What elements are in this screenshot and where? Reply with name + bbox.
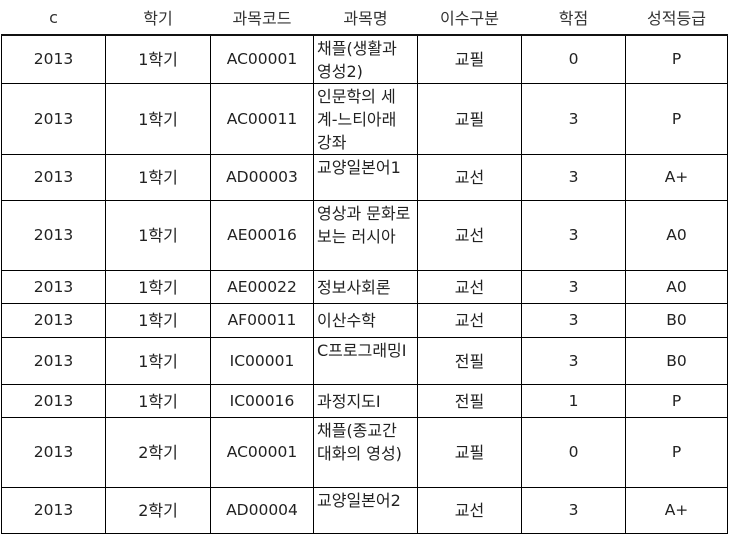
table-row[interactable]: 2013 1학기 AE00016 영상과 문화로 보는 러시아 교선 3 A0: [1, 200, 728, 271]
cell-grade: A0: [625, 270, 728, 304]
cell-category: 교필: [417, 417, 522, 488]
cell-grade: A+: [625, 154, 728, 201]
table-row[interactable]: 2013 1학기 AF00011 이산수학 교선 3 B0: [1, 303, 728, 338]
header-category[interactable]: 이수구분: [417, 0, 522, 36]
cell-grade: B0: [625, 337, 728, 385]
table-row[interactable]: 2013 1학기 AC00011 인문학의 세계-느티아래 강좌 교필 3 P: [1, 83, 728, 155]
cell-year: 2013: [1, 487, 106, 534]
cell-course-code: IC00016: [210, 384, 314, 418]
cell-category: 전필: [417, 384, 522, 418]
table-header: c 학기 과목코드 과목명 이수구분 학점 성적등급: [1, 0, 728, 36]
cell-credits: 0: [521, 417, 626, 488]
cell-credits: 3: [521, 487, 626, 534]
cell-category: 교선: [417, 487, 522, 534]
cell-category: 교선: [417, 154, 522, 201]
cell-year: 2013: [1, 337, 106, 385]
header-course-name[interactable]: 과목명: [313, 0, 418, 36]
cell-year: 2013: [1, 83, 106, 155]
cell-credits: 3: [521, 337, 626, 385]
table-body: 2013 1학기 AC00001 채플(생활과 영성2) 교필 0 P 2013…: [1, 34, 728, 534]
cell-credits: 1: [521, 384, 626, 418]
cell-course-code: AC00011: [210, 83, 314, 155]
cell-category: 교선: [417, 270, 522, 304]
cell-grade: A0: [625, 200, 728, 271]
cell-grade: P: [625, 83, 728, 155]
header-row: c 학기 과목코드 과목명 이수구분 학점 성적등급: [1, 0, 728, 36]
cell-grade: B0: [625, 303, 728, 338]
header-credits[interactable]: 학점: [521, 0, 626, 36]
cell-course-name: 정보사회론: [313, 270, 418, 304]
cell-year: 2013: [1, 417, 106, 488]
cell-course-name: 채플(종교간 대화의 영성): [313, 417, 418, 488]
cell-semester: 1학기: [105, 154, 211, 201]
cell-course-name: 교양일본어1: [313, 154, 418, 201]
header-grade[interactable]: 성적등급: [625, 0, 728, 36]
cell-grade: P: [625, 34, 728, 84]
cell-semester: 2학기: [105, 417, 211, 488]
table-row[interactable]: 2013 2학기 AD00004 교양일본어2 교선 3 A+: [1, 487, 728, 534]
table-row[interactable]: 2013 1학기 IC00016 과정지도Ⅰ 전필 1 P: [1, 384, 728, 418]
cell-semester: 1학기: [105, 83, 211, 155]
cell-year: 2013: [1, 303, 106, 338]
table-row[interactable]: 2013 1학기 AE00022 정보사회론 교선 3 A0: [1, 270, 728, 304]
cell-semester: 1학기: [105, 384, 211, 418]
cell-semester: 1학기: [105, 34, 211, 84]
cell-grade: A+: [625, 487, 728, 534]
table-row[interactable]: 2013 1학기 AC00001 채플(생활과 영성2) 교필 0 P: [1, 34, 728, 84]
cell-course-code: AC00001: [210, 34, 314, 84]
cell-credits: 3: [521, 303, 626, 338]
header-semester[interactable]: 학기: [105, 0, 211, 36]
cell-category: 교필: [417, 34, 522, 84]
cell-course-name: 교양일본어2: [313, 487, 418, 534]
cell-category: 교선: [417, 200, 522, 271]
header-course-code[interactable]: 과목코드: [210, 0, 314, 36]
cell-course-code: AC00001: [210, 417, 314, 488]
cell-semester: 2학기: [105, 487, 211, 534]
cell-credits: 3: [521, 270, 626, 304]
cell-semester: 1학기: [105, 303, 211, 338]
cell-category: 전필: [417, 337, 522, 385]
cell-year: 2013: [1, 270, 106, 304]
cell-grade: P: [625, 384, 728, 418]
table-row[interactable]: 2013 2학기 AC00001 채플(종교간 대화의 영성) 교필 0 P: [1, 417, 728, 488]
cell-category: 교필: [417, 83, 522, 155]
cell-course-code: AE00016: [210, 200, 314, 271]
cell-credits: 0: [521, 34, 626, 84]
header-year[interactable]: c: [1, 0, 106, 36]
cell-course-code: AF00011: [210, 303, 314, 338]
cell-credits: 3: [521, 200, 626, 271]
table-row[interactable]: 2013 1학기 AD00003 교양일본어1 교선 3 A+: [1, 154, 728, 201]
cell-year: 2013: [1, 200, 106, 271]
cell-course-name: 과정지도Ⅰ: [313, 384, 418, 418]
cell-semester: 1학기: [105, 200, 211, 271]
cell-course-name: 이산수학: [313, 303, 418, 338]
cell-course-name: 영상과 문화로 보는 러시아: [313, 200, 418, 271]
cell-semester: 1학기: [105, 337, 211, 385]
cell-year: 2013: [1, 384, 106, 418]
table-row[interactable]: 2013 1학기 IC00001 C프로그래밍Ⅰ 전필 3 B0: [1, 337, 728, 385]
cell-course-name: C프로그래밍Ⅰ: [313, 337, 418, 385]
cell-course-code: AE00022: [210, 270, 314, 304]
cell-year: 2013: [1, 154, 106, 201]
cell-course-name: 채플(생활과 영성2): [313, 34, 418, 84]
cell-grade: P: [625, 417, 728, 488]
cell-course-code: IC00001: [210, 337, 314, 385]
cell-category: 교선: [417, 303, 522, 338]
cell-course-name: 인문학의 세계-느티아래 강좌: [313, 83, 418, 155]
cell-course-code: AD00004: [210, 487, 314, 534]
cell-credits: 3: [521, 83, 626, 155]
cell-credits: 3: [521, 154, 626, 201]
cell-course-code: AD00003: [210, 154, 314, 201]
cell-semester: 1학기: [105, 270, 211, 304]
cell-year: 2013: [1, 34, 106, 84]
